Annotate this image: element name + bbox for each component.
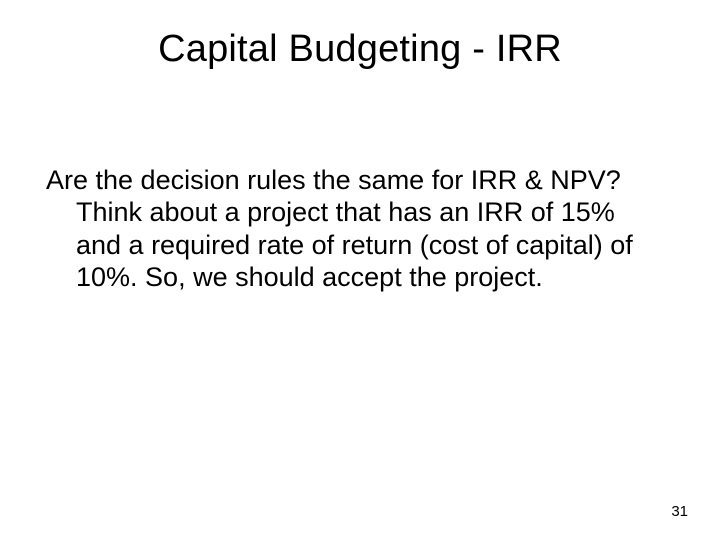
slide-body-paragraph: Are the decision rules the same for IRR … xyxy=(46,164,636,294)
page-number: 31 xyxy=(671,503,688,520)
slide-body: Are the decision rules the same for IRR … xyxy=(46,164,636,294)
slide: Capital Budgeting - IRR Are the decision… xyxy=(0,0,720,540)
slide-title: Capital Budgeting - IRR xyxy=(0,28,720,71)
